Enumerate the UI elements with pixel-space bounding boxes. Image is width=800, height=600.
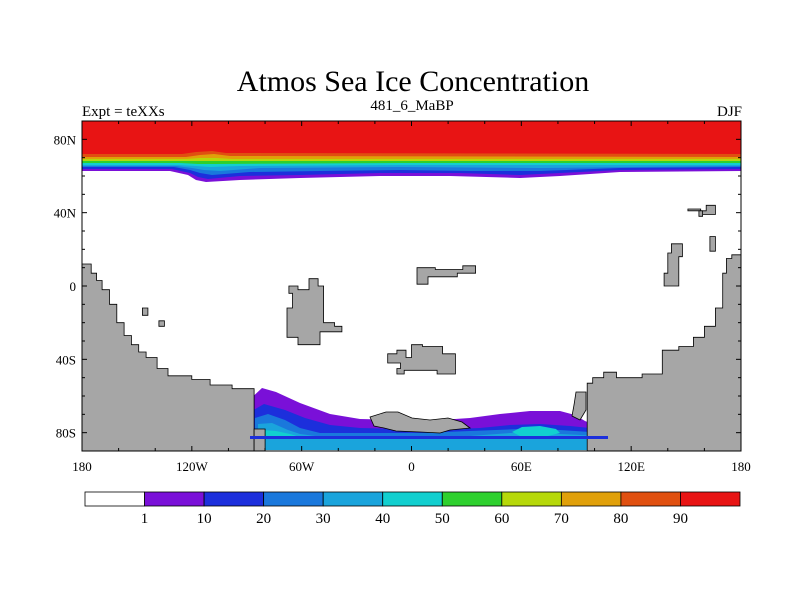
- experiment-label: Expt = teXXs: [82, 104, 165, 120]
- arctic-ice-band-90: [82, 121, 741, 154]
- x-tick-label: 60E: [511, 459, 532, 474]
- land-arabia: [387, 344, 456, 375]
- season-label: DJF: [717, 104, 742, 120]
- x-tick-label: 120W: [176, 459, 209, 474]
- colorbar-label: 30: [316, 511, 331, 527]
- colorbar-swatch: [263, 491, 324, 507]
- land-antarctic-coast-west: [253, 428, 266, 451]
- x-tick-label: 0: [408, 459, 415, 474]
- land-japan: [663, 243, 683, 287]
- land-americas: [82, 263, 255, 451]
- antarctic-ice-band-40-east: [512, 426, 560, 436]
- colorbar-label: 80: [613, 511, 628, 527]
- colorbar-label: 60: [494, 511, 509, 527]
- map-axes: 180 120W 60W 0 60E 120E 180 80N 40N 0 40S 80S: [54, 120, 751, 474]
- land-africa: [286, 278, 343, 346]
- colorbar-label: 10: [197, 511, 212, 527]
- land-island-c: [158, 320, 165, 327]
- colorbar-swatch: [203, 491, 265, 507]
- land-kamchatka-tip: [698, 210, 703, 217]
- y-tick-label: 80S: [56, 426, 76, 441]
- land-india: [416, 265, 477, 285]
- y-tick-label: 80N: [54, 132, 77, 147]
- colorbar-swatch: [144, 491, 205, 507]
- colorbar: 1 10 20 30 40 50 60 70 80 90: [84, 491, 741, 527]
- colorbar-swatch: [680, 491, 741, 507]
- x-tick-label: 180: [72, 459, 92, 474]
- map-area: [82, 121, 741, 451]
- antarctic-ice-edge-line: [250, 436, 608, 439]
- x-tick-label: 180: [731, 459, 751, 474]
- y-tick-label: 40N: [54, 206, 77, 221]
- land-eurasia: [586, 254, 741, 451]
- colorbar-label: 20: [256, 511, 271, 527]
- x-tick-label: 120E: [617, 459, 645, 474]
- colorbar-label: 50: [435, 511, 450, 527]
- colorbar-swatch: [441, 491, 503, 507]
- land-antarctic-shelf: [369, 411, 472, 434]
- colorbar-swatch: [84, 491, 145, 507]
- y-tick-label: 40S: [56, 352, 76, 367]
- colorbar-label: 90: [673, 511, 688, 527]
- x-tick-label: 60W: [289, 459, 315, 474]
- land-antarctic-east-spur: [571, 391, 587, 421]
- colorbar-label: 1: [141, 511, 149, 527]
- period-label: 481_6_MaBP: [370, 98, 453, 114]
- map-content: [82, 121, 741, 451]
- colorbar-swatch: [501, 491, 562, 507]
- land-island-a: [709, 236, 716, 252]
- chart-title: Atmos Sea Ice Concentration: [237, 65, 589, 98]
- antarctic-ice-band-40: [262, 430, 300, 451]
- colorbar-swatch: [382, 491, 443, 507]
- colorbar-swatch: [620, 491, 681, 507]
- colorbar-label: 70: [554, 511, 569, 527]
- land-island-b: [141, 307, 149, 316]
- colorbar-swatch: [560, 491, 622, 507]
- colorbar-label: 40: [375, 511, 390, 527]
- y-tick-label: 0: [70, 279, 77, 294]
- colorbar-swatch: [322, 491, 384, 507]
